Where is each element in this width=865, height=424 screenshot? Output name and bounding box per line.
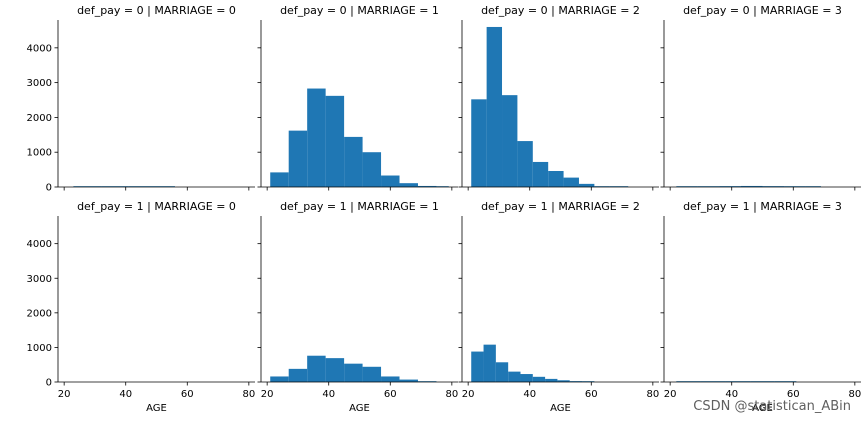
histogram-bar	[502, 95, 518, 187]
facet-title: def_pay = 1 | MARRIAGE = 0	[77, 200, 236, 213]
x-tick-label: 40	[725, 389, 738, 400]
histogram-bar	[532, 161, 549, 187]
x-tick-label: 60	[787, 389, 800, 400]
facet-panel-8: def_pay = 1 | MARRIAGE = 3 20 40 60 80 AGE	[660, 200, 861, 414]
histogram-bar	[483, 344, 496, 382]
histogram-bar	[344, 136, 363, 187]
facet-title: def_pay = 1 | MARRIAGE = 2	[481, 200, 640, 213]
histogram-bar	[288, 130, 308, 187]
histogram-bar	[762, 186, 785, 187]
histogram-bar	[381, 175, 400, 187]
facet-panel-3: def_pay = 0 | MARRIAGE = 2	[458, 4, 659, 191]
histogram-bar	[399, 379, 418, 382]
x-tick-label: 40	[322, 389, 335, 400]
histogram-bar	[719, 186, 741, 187]
y-tick-label: 3000	[27, 78, 52, 89]
y-tick-label: 2000	[27, 113, 52, 124]
facet-title: def_pay = 0 | MARRIAGE = 1	[280, 4, 439, 17]
x-axis-label: AGE	[349, 403, 370, 414]
x-tick-label: 80	[445, 389, 458, 400]
histogram-bar	[270, 172, 289, 187]
facet-title: def_pay = 0 | MARRIAGE = 3	[683, 4, 842, 17]
histogram-bar	[569, 381, 583, 382]
histogram-bar	[344, 363, 363, 382]
histogram-bar	[417, 185, 437, 187]
x-tick-label: 80	[646, 389, 659, 400]
y-tick-label: 2000	[27, 308, 52, 319]
y-tick-label: 4000	[27, 43, 52, 54]
x-tick-label: 80	[242, 389, 255, 400]
x-tick-label: 60	[181, 389, 194, 400]
x-tick-label: 40	[523, 389, 536, 400]
histogram-bar	[288, 368, 308, 382]
histogram-bar	[399, 183, 418, 187]
histogram-bar	[325, 358, 345, 382]
facet-panel-5: def_pay = 1 | MARRIAGE = 0 0 1000 2000 3000 4…	[27, 200, 256, 414]
facet-title: def_pay = 0 | MARRIAGE = 2	[481, 4, 640, 17]
histogram-bar	[563, 177, 579, 187]
x-tick-label: 20	[664, 389, 677, 400]
histogram-bar	[495, 362, 509, 382]
x-tick-label: 40	[119, 389, 132, 400]
y-tick-label: 1000	[27, 343, 52, 354]
watermark-text: CSDN @statistican_ABin	[693, 399, 851, 414]
histogram-bar	[548, 170, 564, 187]
facet-title: def_pay = 0 | MARRIAGE = 0	[77, 4, 236, 17]
x-tick-label: 60	[384, 389, 397, 400]
x-tick-label: 20	[462, 389, 475, 400]
facet-title: def_pay = 1 | MARRIAGE = 1	[280, 200, 439, 213]
histogram-bar	[307, 355, 326, 382]
histogram-bar	[471, 99, 487, 187]
histogram-bar	[740, 185, 763, 187]
y-tick-label: 0	[46, 183, 52, 194]
y-tick-label: 0	[46, 378, 52, 389]
histogram-bar	[508, 371, 521, 382]
x-tick-label: 20	[261, 389, 274, 400]
histogram-bar	[532, 376, 546, 382]
facet-panel-1: def_pay = 0 | MARRIAGE = 0 0 1000 2000 3000 4…	[27, 4, 255, 194]
x-axis-label: AGE	[146, 403, 167, 414]
histogram-bar	[578, 183, 595, 187]
histogram-bar	[362, 152, 382, 187]
histogram-bar	[270, 376, 289, 382]
histogram-bar	[557, 380, 570, 382]
facet-title: def_pay = 1 | MARRIAGE = 3	[683, 200, 842, 213]
y-tick-label: 1000	[27, 148, 52, 159]
x-tick-label: 20	[58, 389, 71, 400]
facet-panel-2: def_pay = 0 | MARRIAGE = 1	[257, 4, 458, 191]
facet-panel-4: def_pay = 0 | MARRIAGE = 3	[660, 4, 861, 191]
histogram-bar	[471, 351, 484, 382]
histogram-bar	[381, 376, 400, 382]
y-tick-label: 4000	[27, 239, 52, 250]
x-axis-label: AGE	[550, 403, 571, 414]
x-tick-label: 80	[848, 389, 861, 400]
histogram-bar	[486, 26, 503, 188]
facet-panel-6: def_pay = 1 | MARRIAGE = 1 20 40 60 80 AGE	[257, 200, 458, 414]
x-axis-label: AGE	[752, 403, 773, 414]
y-tick-label: 3000	[27, 274, 52, 285]
histogram-bar	[325, 95, 345, 187]
x-tick-label: 60	[585, 389, 598, 400]
histogram-bar	[545, 378, 558, 382]
histogram-bar	[307, 88, 326, 187]
histogram-bar	[520, 374, 533, 382]
facet-panel-7: def_pay = 1 | MARRIAGE = 2 20 40 60 80 AGE	[458, 200, 659, 414]
histogram-bar	[517, 141, 533, 187]
histogram-bar	[362, 366, 382, 382]
